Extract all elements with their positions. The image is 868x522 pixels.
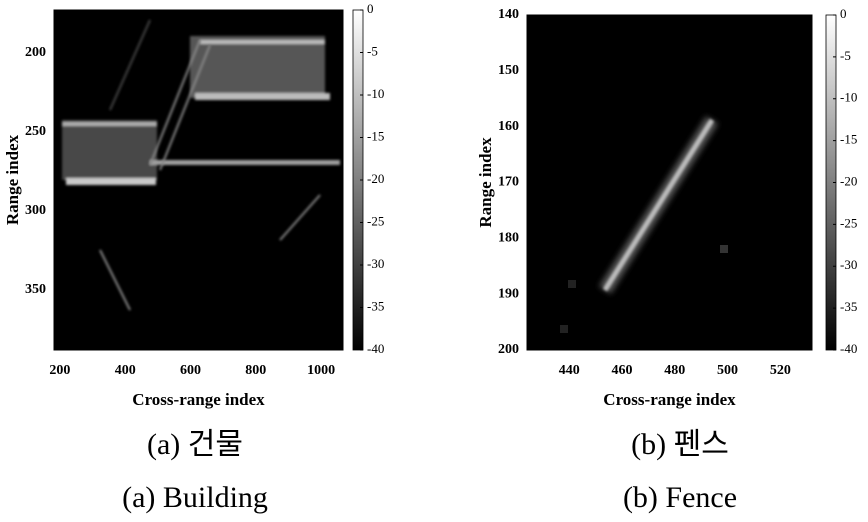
colorbar-tick-label: -25	[840, 215, 857, 230]
x-tick-label: 1000	[307, 363, 335, 378]
y-tick-label: 200	[498, 342, 519, 357]
x-tick-label: 500	[717, 363, 738, 378]
y-axis-label: Range index	[3, 134, 22, 225]
x-tick-label: 440	[559, 363, 580, 378]
colorbar-tick-label: -5	[840, 48, 851, 63]
y-tick-label: 190	[498, 286, 519, 301]
colorbar-tick-label: 0	[840, 6, 847, 21]
colorbar-tick-label: -35	[840, 299, 857, 314]
charts: 200 400 600 800 1000 200 250 300 350 Cross-range …	[3, 1, 857, 514]
colorbar-tick-label: -20	[840, 173, 857, 188]
y-axis-label: Range index	[476, 137, 495, 228]
x-tick-label: 480	[664, 363, 685, 378]
colorbar-tick-label: -10	[367, 86, 384, 101]
y-tick-label: 140	[498, 7, 519, 22]
colorbar-tick-label: -15	[367, 128, 384, 143]
colorbar-tick-label: -10	[840, 90, 857, 105]
y-tick-label: 180	[498, 231, 519, 246]
colorbar-tick-label: -30	[840, 257, 857, 272]
caption: (a) Building	[122, 481, 268, 514]
sar-image-fence	[527, 15, 812, 350]
y-tick-label: 150	[498, 63, 519, 78]
y-tick-label: 250	[25, 124, 46, 139]
colorbar-tick-label: -20	[367, 171, 384, 186]
x-axis-label: Cross-range index	[132, 390, 265, 409]
colorbar-tick-label: -35	[367, 298, 384, 313]
x-tick-label: 200	[49, 363, 70, 378]
x-tick-label: 600	[180, 363, 201, 378]
caption: (a) 건물	[147, 428, 243, 461]
colorbar-tick-label: -40	[840, 341, 857, 356]
colorbar-tick-label: -25	[367, 213, 384, 228]
x-axis-label: Cross-range index	[603, 390, 736, 409]
y-tick-label: 170	[498, 175, 519, 190]
x-tick-label: 400	[115, 363, 136, 378]
sar-image-building	[54, 10, 343, 350]
y-tick-label: 300	[25, 203, 46, 218]
colorbar-tick-label: 0	[367, 1, 374, 16]
x-tick-label: 800	[245, 363, 266, 378]
plot-frame	[53, 9, 344, 351]
colorbar-tick-label: -5	[367, 43, 378, 58]
x-tick-label: 460	[612, 363, 633, 378]
colorbar-tick-label: -15	[840, 132, 857, 147]
colorbar-tick-label: -30	[367, 256, 384, 271]
y-tick-label: 350	[25, 282, 46, 297]
colorbar-tick-label: -40	[367, 341, 384, 356]
caption: (b) 펜스	[631, 428, 729, 461]
y-tick-label: 160	[498, 119, 519, 134]
x-tick-label: 520	[770, 363, 791, 378]
caption: (b) Fence	[623, 481, 737, 514]
y-tick-label: 200	[25, 45, 46, 60]
